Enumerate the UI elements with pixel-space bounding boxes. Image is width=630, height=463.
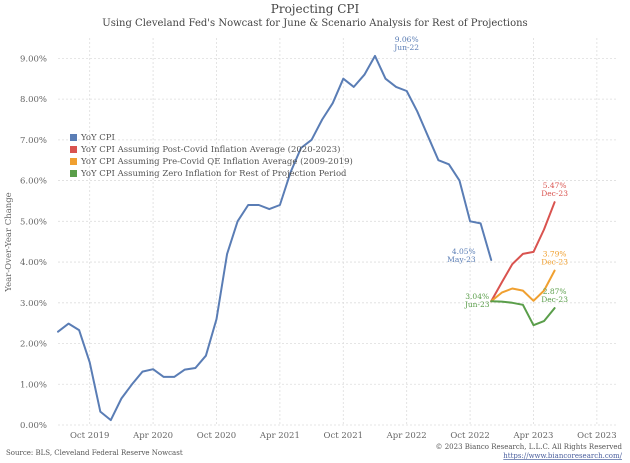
chart-subtitle: Using Cleveland Fed's Nowcast for June &…	[102, 18, 527, 29]
data-label-value: 5.47%	[543, 181, 567, 190]
chart-title: Projecting CPI	[271, 2, 360, 16]
legend-entry: YoY CPI Assuming Zero Inflation for Rest…	[80, 169, 347, 179]
x-tick-label: Oct 2022	[450, 431, 489, 441]
data-label-date: Jun-23	[464, 300, 490, 309]
data-label-value: 3.79%	[543, 250, 567, 259]
x-tick-label: Oct 2023	[577, 431, 616, 441]
x-tick-label: Apr 2023	[512, 431, 553, 441]
copyright-note: © 2023 Bianco Research, L.L.C. All Right…	[436, 443, 623, 451]
legend-swatch	[70, 170, 77, 177]
x-tick-label: Apr 2020	[132, 431, 173, 441]
y-tick-labels: 0.00% 1.00% 2.00% 3.00% 4.00% 5.00% 6.00% 7.00%…	[20, 54, 47, 431]
y-axis-label: Year-Over-Year Change	[4, 192, 14, 292]
data-label-date: Dec-23	[541, 295, 568, 304]
data-label-value: 3.04%	[465, 292, 489, 301]
y-tick-label: 9.00%	[20, 54, 47, 64]
y-tick-label: 5.00%	[20, 217, 47, 227]
y-tick-label: 4.00%	[20, 258, 47, 268]
legend-swatch	[70, 134, 77, 141]
data-label-date: Dec-23	[541, 189, 568, 198]
x-tick-labels: Oct 2019 Apr 2020 Oct 2020 Apr 2021 Oct 2021…	[70, 431, 617, 441]
data-label-date: May-23	[447, 255, 476, 264]
legend-entry: YoY CPI Assuming Pre-Covid QE Inflation …	[80, 156, 353, 167]
legend-entry: YoY CPI	[80, 133, 115, 143]
legend-swatch	[70, 146, 77, 153]
x-tick-label: Oct 2021	[324, 431, 363, 441]
series-layer	[57, 54, 556, 422]
series-line-1	[57, 54, 493, 422]
y-tick-label: 0.00%	[20, 421, 47, 431]
legend-entry: YoY CPI Assuming Post-Covid Inflation Av…	[80, 144, 340, 155]
data-label-value: 4.05%	[452, 247, 476, 256]
website-link[interactable]: https://www.biancoresearch.com/	[503, 452, 622, 460]
source-note: Source: BLS, Cleveland Federal Reserve N…	[6, 449, 183, 457]
x-tick-label: Oct 2019	[70, 431, 109, 441]
x-tick-label: Apr 2021	[259, 431, 300, 441]
data-label-date: Jun-22	[393, 43, 419, 52]
series-line-2	[490, 201, 556, 303]
y-tick-label: 3.00%	[20, 299, 47, 309]
y-tick-label: 8.00%	[20, 95, 47, 105]
x-tick-label: Oct 2020	[197, 431, 236, 441]
series-line-3	[490, 269, 556, 303]
y-tick-label: 6.00%	[20, 177, 47, 187]
y-tick-label: 1.00%	[20, 380, 47, 390]
y-tick-label: 7.00%	[20, 136, 47, 146]
data-label-date: Dec-23	[541, 258, 568, 267]
data-label-value: 9.06%	[395, 35, 419, 44]
y-tick-label: 2.00%	[20, 340, 47, 350]
grid-layer	[58, 38, 618, 426]
annotation-layer: 9.06%Jun-224.05%May-233.04%Jun-235.47%De…	[393, 35, 568, 309]
data-label-value: 2.87%	[543, 287, 567, 296]
legend-swatch	[70, 158, 77, 165]
series-line-4	[490, 300, 556, 327]
x-tick-label: Apr 2022	[386, 431, 427, 441]
